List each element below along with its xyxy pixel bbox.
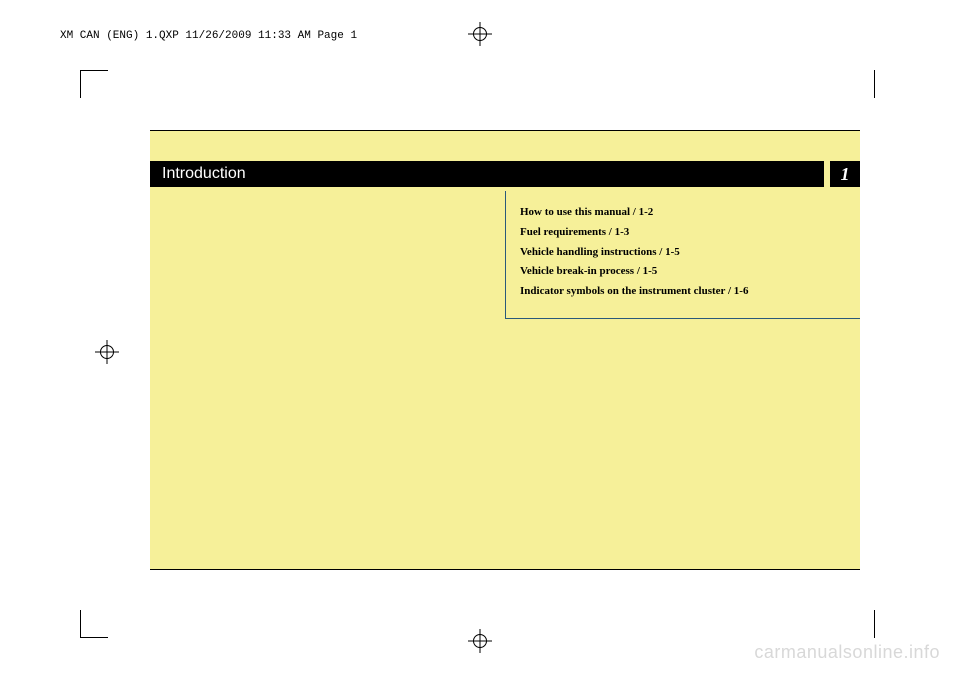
- crop-mark-bottom-right: [851, 614, 875, 638]
- toc-item: How to use this manual / 1-2: [520, 203, 860, 223]
- crop-mark-top-right: [851, 70, 875, 94]
- print-header-text: XM CAN (ENG) 1.QXP 11/26/2009 11:33 AM P…: [60, 30, 357, 42]
- toc-item: Vehicle break-in process / 1-5: [520, 262, 860, 282]
- registration-mark-bottom: [468, 629, 492, 653]
- crop-mark-bottom-left: [80, 614, 104, 638]
- chapter-title: Introduction: [150, 161, 824, 187]
- table-of-contents: How to use this manual / 1-2 Fuel requir…: [505, 191, 860, 319]
- watermark-text: carmanualsonline.info: [754, 642, 940, 663]
- toc-item: Fuel requirements / 1-3: [520, 223, 860, 243]
- registration-mark-left: [95, 340, 119, 364]
- chapter-header: Introduction 1: [150, 161, 860, 187]
- crop-mark-top-left: [80, 70, 104, 94]
- toc-item: Vehicle handling instructions / 1-5: [520, 243, 860, 263]
- registration-mark-top: [468, 22, 492, 46]
- manual-page: Introduction 1 How to use this manual / …: [150, 130, 860, 570]
- chapter-number: 1: [830, 161, 860, 187]
- toc-item: Indicator symbols on the instrument clus…: [520, 282, 860, 302]
